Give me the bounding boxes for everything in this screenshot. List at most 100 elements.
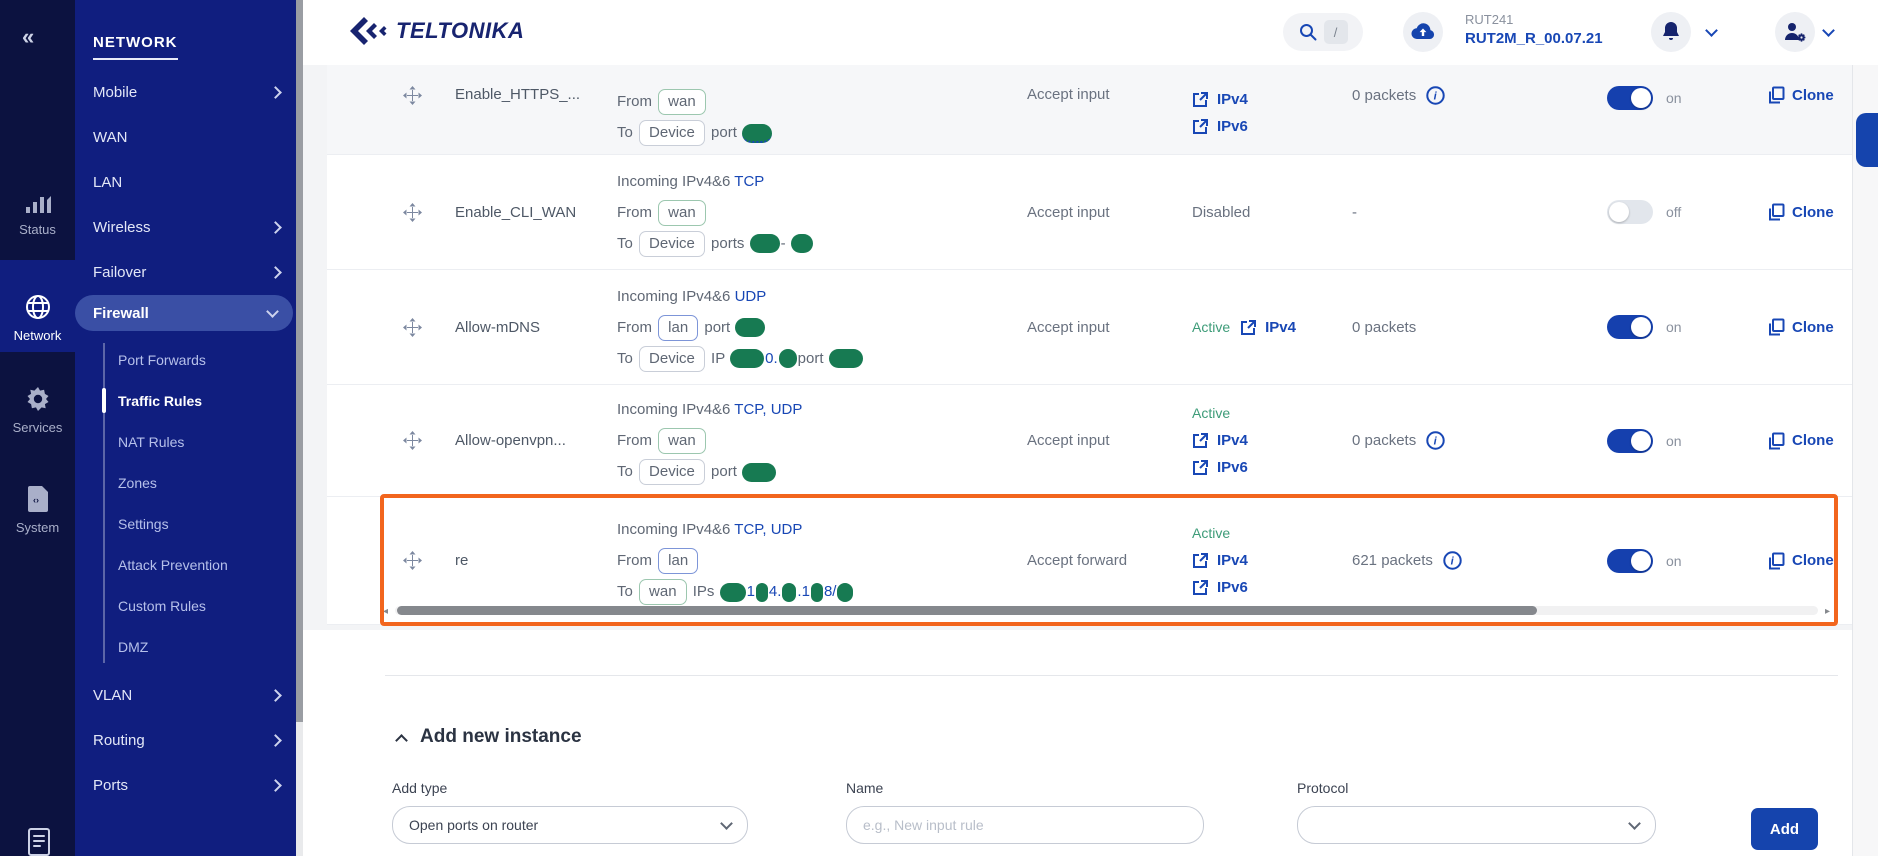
search-button[interactable]: / bbox=[1283, 13, 1363, 51]
toggle-state-label: off bbox=[1666, 204, 1681, 220]
search-icon bbox=[1299, 23, 1317, 41]
sidebar-subitem-nat-rules[interactable]: NAT Rules bbox=[75, 421, 296, 462]
info-icon[interactable]: i bbox=[1426, 86, 1445, 105]
rule-enable-toggle[interactable] bbox=[1607, 429, 1653, 453]
side-panel-tab[interactable] bbox=[1856, 113, 1878, 167]
add-button[interactable]: Add bbox=[1751, 808, 1818, 850]
rule-action: Accept input bbox=[1027, 65, 1192, 103]
open-ipv4-link[interactable]: IPv4 bbox=[1192, 547, 1352, 574]
sidebar-item-label: Routing bbox=[93, 732, 145, 749]
collapse-sidebar-icon[interactable]: « bbox=[22, 24, 32, 50]
zone-tag-wan: wan bbox=[658, 89, 706, 115]
open-ipv4-link[interactable]: IPv4 bbox=[1192, 427, 1352, 454]
sidebar-subitem-port-forwards[interactable]: Port Forwards bbox=[75, 339, 296, 380]
sidebar-subitem-attack-prevention[interactable]: Attack Prevention bbox=[75, 544, 296, 585]
sidebar-scrollbar-thumb[interactable] bbox=[296, 0, 303, 722]
add-type-select[interactable]: Open ports on router bbox=[392, 806, 748, 844]
user-menu-button[interactable] bbox=[1775, 12, 1815, 52]
zone-tag-lan: lan bbox=[658, 315, 698, 341]
drag-handle-icon[interactable] bbox=[403, 203, 439, 222]
ip-fragment: .1 bbox=[797, 583, 810, 600]
scrollbar-thumb[interactable] bbox=[397, 606, 1537, 615]
sidebar-scrollbar[interactable] bbox=[296, 0, 303, 856]
name-input[interactable] bbox=[863, 817, 1187, 833]
sidebar-subitem-zones[interactable]: Zones bbox=[75, 462, 296, 503]
chevron-right-icon bbox=[269, 266, 282, 279]
sidebar-item-wireless[interactable]: Wireless bbox=[75, 205, 296, 250]
sidebar-item-firewall[interactable]: Firewall bbox=[75, 295, 293, 331]
cloud-upload-icon bbox=[1411, 22, 1435, 42]
toggle-state-label: on bbox=[1666, 319, 1682, 335]
changelog-icon[interactable] bbox=[26, 827, 52, 862]
protocol-link[interactable]: TCP bbox=[734, 173, 764, 190]
rule-row-allow-openvpn-: Allow-openvpn...Incoming IPv4&6 TCP, UDP… bbox=[327, 385, 1852, 497]
drag-handle-icon[interactable] bbox=[403, 551, 439, 570]
sidebar-subitem-custom-rules[interactable]: Custom Rules bbox=[75, 585, 296, 626]
add-new-instance-toggle[interactable]: Add new instance bbox=[397, 726, 582, 748]
clone-button[interactable]: Clone bbox=[1732, 318, 1852, 336]
sidebar-subitem-traffic-rules[interactable]: Traffic Rules bbox=[75, 380, 296, 421]
rule-enable-toggle[interactable] bbox=[1607, 315, 1653, 339]
notifications-chevron-icon[interactable] bbox=[1705, 24, 1718, 37]
sidebar-subitem-settings[interactable]: Settings bbox=[75, 503, 296, 544]
open-ipv6-link[interactable]: IPv6 bbox=[1192, 574, 1352, 601]
sidebar-subitem-label: NAT Rules bbox=[118, 434, 184, 450]
open-ipv6-link[interactable]: IPv6 bbox=[1192, 113, 1352, 140]
sidebar-item-mobile[interactable]: Mobile bbox=[75, 70, 296, 115]
rail-item-network[interactable]: Network bbox=[0, 294, 75, 343]
drag-handle-icon[interactable] bbox=[403, 318, 439, 337]
rail-item-status[interactable]: Status bbox=[0, 192, 75, 237]
sidebar-item-lan[interactable]: LAN bbox=[75, 160, 296, 205]
sidebar-item-vlan[interactable]: VLAN bbox=[75, 673, 296, 718]
redacted-value bbox=[750, 234, 780, 253]
rule-enable-toggle[interactable] bbox=[1607, 549, 1653, 573]
redacted-value bbox=[742, 463, 776, 482]
logo-chevrons-icon bbox=[350, 14, 392, 48]
icon-rail: « Status Network Services ‹›System bbox=[0, 0, 75, 856]
zone-tag-device: Device bbox=[639, 231, 705, 257]
protocol-link[interactable]: TCP, UDP bbox=[734, 521, 802, 538]
sidebar-item-routing[interactable]: Routing bbox=[75, 718, 296, 763]
open-ipv6-link[interactable]: IPv6 bbox=[1192, 454, 1352, 481]
rule-enable-toggle[interactable] bbox=[1607, 86, 1653, 110]
user-menu-chevron-icon[interactable] bbox=[1822, 24, 1835, 37]
rule-enable-toggle[interactable] bbox=[1607, 200, 1653, 224]
gear-icon bbox=[0, 386, 75, 417]
clone-button[interactable]: Clone bbox=[1732, 552, 1852, 570]
redacted-value bbox=[829, 349, 863, 368]
notifications-button[interactable] bbox=[1651, 12, 1691, 52]
chevron-right-icon bbox=[269, 779, 282, 792]
clone-button[interactable]: Clone bbox=[1732, 65, 1852, 104]
sidebar-item-wan[interactable]: WAN bbox=[75, 115, 296, 160]
rail-item-system[interactable]: ‹›System bbox=[0, 486, 75, 535]
sidebar-item-failover[interactable]: Failover bbox=[75, 250, 296, 295]
scroll-right-arrow-icon[interactable]: ▸ bbox=[1825, 606, 1830, 617]
sidebar-subitem-dmz[interactable]: DMZ bbox=[75, 626, 296, 667]
rule-action: Accept forward bbox=[1027, 552, 1192, 569]
clone-button[interactable]: Clone bbox=[1732, 203, 1852, 221]
zone-tag-device: Device bbox=[639, 459, 705, 485]
sidebar-item-label: Ports bbox=[93, 777, 128, 794]
table-horizontal-scrollbar[interactable]: ◂▸ bbox=[387, 606, 1826, 615]
drag-handle-icon[interactable] bbox=[403, 65, 439, 105]
teltonika-logo[interactable]: TELTONIKA bbox=[350, 14, 524, 48]
scroll-left-arrow-icon[interactable]: ◂ bbox=[383, 606, 388, 617]
add-new-instance-section: Add new instance Add type Open ports on … bbox=[303, 630, 1852, 856]
protocol-link[interactable]: TCP, UDP bbox=[734, 401, 802, 418]
sidebar-item-ports[interactable]: Ports bbox=[75, 763, 296, 808]
right-separator bbox=[1852, 65, 1853, 856]
device-info[interactable]: RUT241 RUT2M_R_00.07.21 bbox=[1465, 11, 1603, 49]
protocol-select[interactable] bbox=[1297, 806, 1656, 844]
clone-button[interactable]: Clone bbox=[1732, 432, 1852, 450]
protocol-link[interactable]: UDP bbox=[735, 288, 767, 305]
search-shortcut-key: / bbox=[1324, 20, 1348, 44]
open-ipv4-link[interactable]: IPv4 bbox=[1240, 314, 1296, 341]
info-icon[interactable]: i bbox=[1443, 551, 1462, 570]
firmware-upload-button[interactable] bbox=[1403, 12, 1443, 52]
info-icon[interactable]: i bbox=[1426, 431, 1445, 450]
rail-item-services[interactable]: Services bbox=[0, 386, 75, 435]
drag-handle-icon[interactable] bbox=[403, 431, 439, 450]
open-ipv4-link[interactable]: IPv4 bbox=[1192, 86, 1352, 113]
